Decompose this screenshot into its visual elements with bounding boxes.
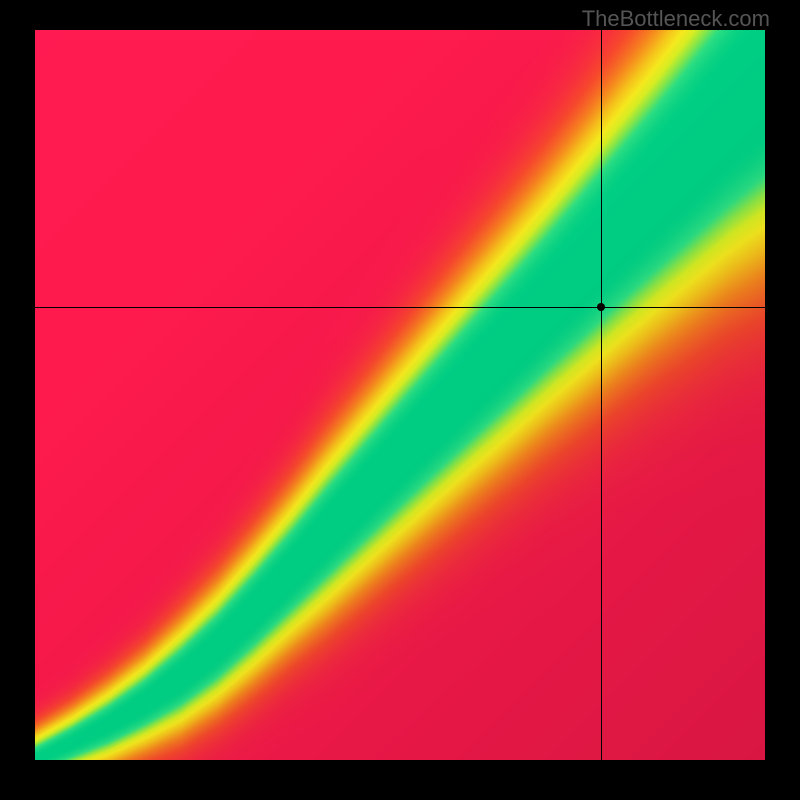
watermark-text: TheBottleneck.com (582, 6, 770, 32)
heatmap-canvas (35, 30, 765, 760)
chart-container: TheBottleneck.com (0, 0, 800, 800)
plot-area (35, 30, 765, 760)
crosshair-vertical (601, 30, 602, 760)
intersection-marker (597, 303, 605, 311)
crosshair-horizontal (35, 307, 765, 308)
